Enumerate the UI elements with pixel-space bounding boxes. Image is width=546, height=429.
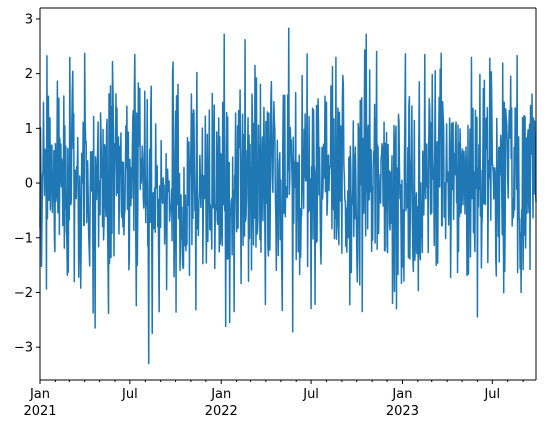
x-tick-label: Jan [29,387,50,402]
x-tick-year-label: 2022 [205,404,238,419]
y-tick-label: 2 [25,67,33,82]
x-tick-label: Jan [210,387,231,402]
y-tick-label: 3 [25,12,33,27]
x-tick-label: Jan [391,387,412,402]
x-tick-year-label: 2023 [386,404,419,419]
x-tick-label: Jul [483,387,500,402]
y-tick-label: −1 [14,231,33,246]
y-tick-label: −3 [14,341,33,356]
axes-layer: −3 −2 −1 0 1 2 3 Jan 2021 Jul Jan 2022 Jul Jan 2023 Jul [14,7,537,419]
series-layer [39,27,537,365]
x-tick-label: Jul [302,387,319,402]
y-tick-label: −2 [14,286,33,301]
x-tick-year-label: 2021 [23,404,56,419]
y-tick-label: 0 [25,177,33,192]
x-tick-label: Jul [121,387,138,402]
series-line [39,27,537,365]
y-tick-label: 1 [25,122,33,137]
